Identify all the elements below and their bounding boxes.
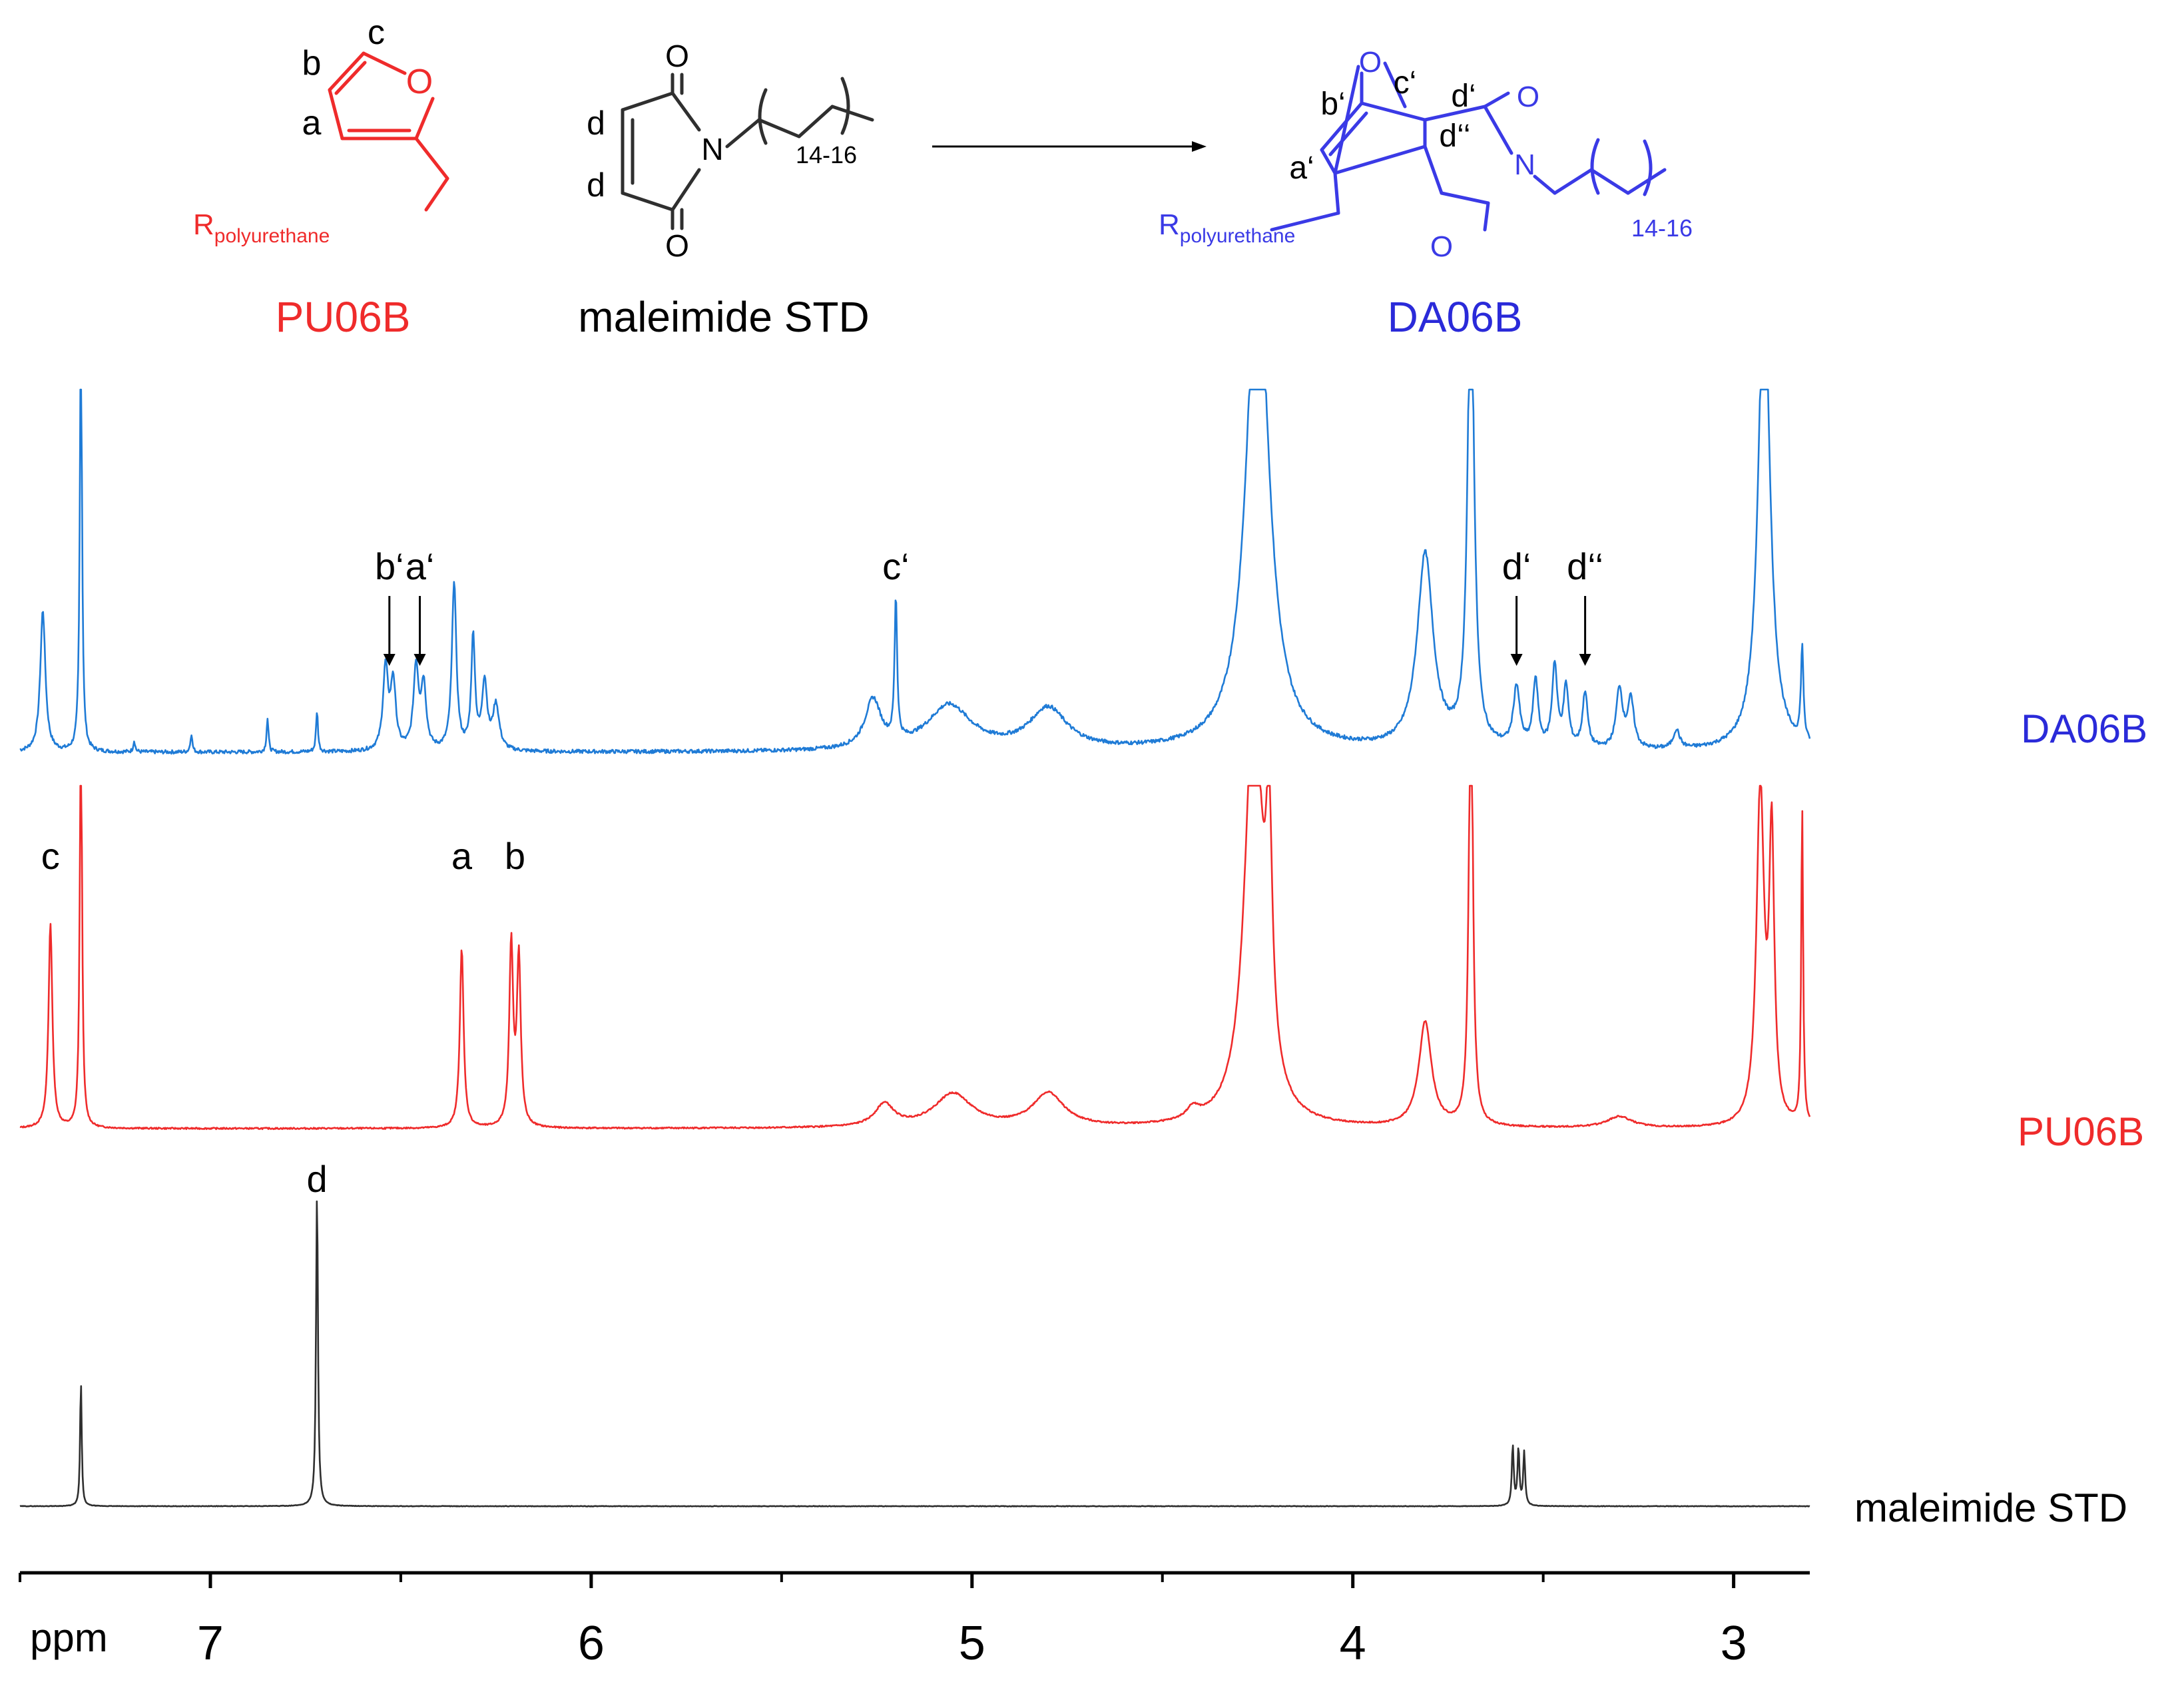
maleimide-name: maleimide STD [578, 293, 869, 341]
furan-label-c: c [368, 13, 385, 52]
furan-oxygen: O [406, 63, 433, 101]
structure-da06b-labels: O O N O a‘ b‘ c‘ d‘ d‘‘ Rpolyurethane 14… [1159, 46, 1693, 341]
pu06b-name: PU06B [276, 293, 411, 341]
maleimide-nitrogen: N [701, 132, 723, 166]
structure-pu06b-labels: O a b c Rpolyurethane PU06B [193, 13, 433, 341]
da06b-label-d-prime: d‘ [1451, 79, 1476, 114]
peak-label: c [41, 835, 60, 877]
da06b-label-b-prime: b‘ [1320, 87, 1345, 122]
x-tick-label: 7 [197, 1617, 224, 1670]
pu06b-substituent: Rpolyurethane [193, 208, 330, 247]
spectrum-trace-pu06b [19, 784, 1811, 1131]
peak-label: d‘‘ [1567, 545, 1603, 587]
spectrum-trace-maleimide [19, 1200, 1810, 1508]
x-tick-label: 5 [959, 1617, 985, 1670]
peak-label: c‘ [882, 545, 909, 587]
spectrum-maleimide: maleimide STD d [19, 1158, 2127, 1530]
series-label-maleimide: maleimide STD [1854, 1486, 2127, 1530]
annotations-da06b: b‘ a‘ c‘ d‘ d‘‘ [375, 545, 1603, 666]
series-label-pu06b: PU06B [2018, 1109, 2144, 1154]
x-tick-label: 6 [578, 1617, 605, 1670]
x-axis-label: ppm [30, 1615, 108, 1660]
peak-label: b‘ [375, 545, 404, 587]
x-tick-label: 3 [1721, 1617, 1747, 1670]
x-axis: 7 6 5 4 3 ppm [19, 1571, 1810, 1670]
peak-arrow-head [383, 654, 396, 666]
da06b-label-d-double-prime: d‘‘ [1439, 119, 1470, 154]
structure-maleimide-labels: O N O d d 14-16 maleimide STD [578, 39, 869, 341]
maleimide-oxygen-bottom: O [665, 228, 689, 263]
reaction-arrow [932, 141, 1207, 152]
spectrum-trace-da06b [19, 388, 1811, 755]
x-axis-ticks: 7 6 5 4 3 [19, 1573, 1747, 1670]
annotations-maleimide: d [307, 1158, 328, 1200]
peak-label: d‘ [1502, 545, 1531, 587]
spectrum-da06b: DA06B b‘ a‘ c‘ d‘ d‘‘ [19, 388, 2147, 755]
da06b-bridge-oxygen: O [1359, 46, 1382, 79]
da06b-label-c-prime: c‘ [1394, 65, 1417, 101]
structure-pu06b [328, 51, 449, 212]
da06b-oxygen-right: O [1517, 81, 1539, 113]
da06b-nitrogen: N [1514, 148, 1535, 181]
furan-label-a: a [302, 104, 322, 142]
da06b-chain-subscript: 14-16 [1631, 214, 1693, 242]
peak-label: a [451, 835, 473, 877]
maleimide-label-d-bottom: d [587, 166, 605, 204]
maleimide-label-d-top: d [587, 105, 605, 142]
da06b-name: DA06B [1388, 293, 1523, 341]
peak-arrow-head [1579, 654, 1591, 666]
peak-label: d [307, 1158, 328, 1200]
furan-label-b: b [302, 44, 322, 83]
maleimide-oxygen-top: O [665, 39, 689, 73]
peak-arrow-head [1510, 654, 1523, 666]
peak-label: a‘ [406, 545, 435, 587]
structure-maleimide [621, 73, 874, 230]
da06b-oxygen-bottom: O [1430, 230, 1453, 263]
structure-da06b [1270, 61, 1667, 232]
x-tick-label: 4 [1340, 1617, 1366, 1670]
da06b-substituent: Rpolyurethane [1159, 208, 1295, 247]
maleimide-chain-subscript: 14-16 [796, 141, 857, 168]
peak-label: b [505, 835, 525, 877]
peak-arrow-head [413, 654, 426, 666]
da06b-label-a-prime: a‘ [1289, 150, 1314, 186]
series-label-da06b: DA06B [2021, 706, 2147, 751]
